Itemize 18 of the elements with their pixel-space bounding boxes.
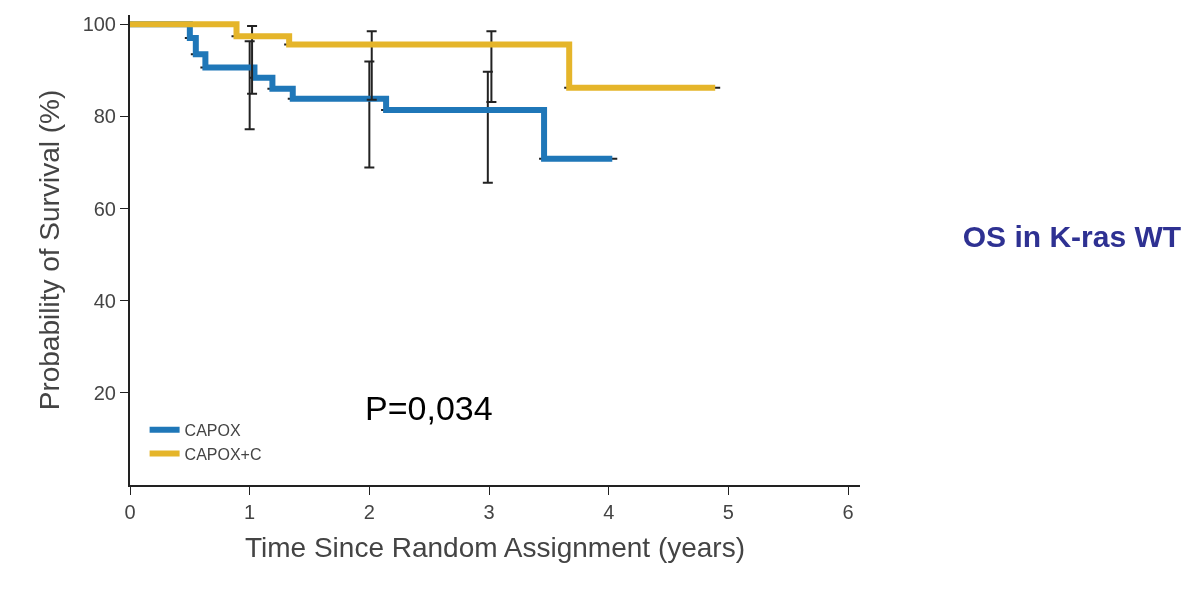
x-tick-label: 0 xyxy=(124,501,136,523)
y-axis-title: Probability of Survival (%) xyxy=(33,89,65,411)
text: OS in K-ras WT xyxy=(962,219,1182,253)
legend-label: CAPOX xyxy=(184,422,241,440)
legend-label: CAPOX+C xyxy=(184,445,262,463)
y-tick-label: 40 xyxy=(93,289,116,312)
y-tick-label: 20 xyxy=(93,381,116,404)
x-tick-label: 4 xyxy=(603,501,615,523)
x-tick-label: 3 xyxy=(483,501,495,523)
x-axis-title: Time Since Random Assignment (years) xyxy=(244,531,746,563)
annotation: P=0,034 xyxy=(365,389,493,427)
x-tick-label: 2 xyxy=(363,501,375,523)
y-tick-label: 80 xyxy=(93,105,116,128)
x-tick-label: 6 xyxy=(842,501,854,523)
y-tick-label: 60 xyxy=(93,197,116,220)
x-tick-label: 5 xyxy=(722,501,734,523)
y-tick-label: 100 xyxy=(82,13,116,36)
x-tick-label: 1 xyxy=(244,501,256,523)
